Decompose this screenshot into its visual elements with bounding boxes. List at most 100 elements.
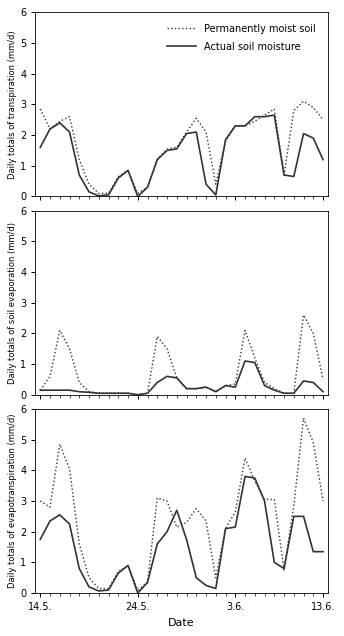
Line: Permanently moist soil: Permanently moist soil (40, 315, 323, 395)
Actual soil moisture (292, 513, 296, 520)
Permanently moist soil (175, 374, 179, 382)
Permanently moist soil (292, 389, 296, 397)
Actual soil moisture (38, 386, 42, 394)
Permanently moist soil (321, 376, 325, 384)
Permanently moist soil (38, 497, 42, 505)
Actual soil moisture (292, 389, 296, 397)
Permanently moist soil (87, 181, 91, 188)
Actual soil moisture (184, 536, 189, 543)
Permanently moist soil (97, 389, 101, 397)
Permanently moist soil (87, 388, 91, 396)
Actual soil moisture (175, 506, 179, 514)
Permanently moist soil (97, 584, 101, 592)
Permanently moist soil (165, 345, 169, 352)
Permanently moist soil (136, 391, 140, 399)
Actual soil moisture (97, 587, 101, 595)
Actual soil moisture (116, 389, 120, 397)
Actual soil moisture (243, 473, 247, 480)
Actual soil moisture (272, 386, 276, 394)
Actual soil moisture (321, 388, 325, 396)
Actual soil moisture (282, 171, 286, 179)
Actual soil moisture (214, 388, 218, 396)
Actual soil moisture (146, 579, 150, 586)
Permanently moist soil (67, 113, 72, 120)
Actual soil moisture (136, 590, 140, 597)
Permanently moist soil (321, 116, 325, 123)
Permanently moist soil (214, 181, 218, 188)
Actual soil moisture (194, 574, 198, 581)
Actual soil moisture (194, 128, 198, 136)
Actual soil moisture (282, 389, 286, 397)
Actual soil moisture (126, 389, 130, 397)
Actual soil moisture (38, 144, 42, 151)
Actual soil moisture (175, 145, 179, 153)
Permanently moist soil (301, 97, 305, 105)
Permanently moist soil (165, 145, 169, 153)
Permanently moist soil (321, 497, 325, 505)
Permanently moist soil (243, 326, 247, 334)
Permanently moist soil (48, 373, 52, 380)
Actual soil moisture (224, 382, 228, 389)
Permanently moist soil (214, 574, 218, 581)
Permanently moist soil (194, 385, 198, 392)
Actual soil moisture (77, 565, 81, 572)
Actual soil moisture (67, 386, 72, 394)
Permanently moist soil (116, 173, 120, 181)
Actual soil moisture (175, 374, 179, 382)
Permanently moist soil (116, 389, 120, 397)
Actual soil moisture (136, 391, 140, 399)
Permanently moist soil (194, 505, 198, 513)
Permanently moist soil (224, 382, 228, 389)
Actual soil moisture (243, 357, 247, 365)
Permanently moist soil (253, 118, 257, 125)
Actual soil moisture (204, 581, 208, 589)
Actual soil moisture (253, 359, 257, 366)
Actual soil moisture (58, 119, 62, 127)
Permanently moist soil (67, 345, 72, 352)
Permanently moist soil (292, 107, 296, 114)
Actual soil moisture (106, 191, 110, 199)
Actual soil moisture (224, 525, 228, 532)
Actual soil moisture (253, 474, 257, 482)
Actual soil moisture (48, 517, 52, 525)
Permanently moist soil (155, 156, 159, 163)
Actual soil moisture (233, 523, 237, 531)
Actual soil moisture (136, 193, 140, 200)
Permanently moist soil (272, 385, 276, 392)
Actual soil moisture (224, 136, 228, 144)
Actual soil moisture (116, 174, 120, 182)
Actual soil moisture (97, 389, 101, 397)
Actual soil moisture (184, 385, 189, 392)
Actual soil moisture (146, 183, 150, 191)
Actual soil moisture (194, 385, 198, 392)
Actual soil moisture (243, 122, 247, 130)
Permanently moist soil (204, 517, 208, 525)
Actual soil moisture (262, 113, 267, 120)
Actual soil moisture (87, 188, 91, 196)
Permanently moist soil (58, 326, 62, 334)
Line: Actual soil moisture: Actual soil moisture (40, 476, 323, 593)
Permanently moist soil (155, 333, 159, 340)
Permanently moist soil (224, 525, 228, 532)
Permanently moist soil (126, 167, 130, 174)
Permanently moist soil (146, 389, 150, 397)
Permanently moist soil (58, 440, 62, 448)
Actual soil moisture (155, 378, 159, 386)
Permanently moist soil (224, 137, 228, 145)
Actual soil moisture (272, 558, 276, 566)
Actual soil moisture (58, 386, 62, 394)
Line: Actual soil moisture: Actual soil moisture (40, 115, 323, 197)
Permanently moist soil (262, 111, 267, 119)
Permanently moist soil (194, 114, 198, 122)
Actual soil moisture (301, 513, 305, 520)
Permanently moist soil (48, 125, 52, 133)
Actual soil moisture (321, 548, 325, 555)
Permanently moist soil (233, 122, 237, 130)
Actual soil moisture (214, 584, 218, 592)
Actual soil moisture (155, 540, 159, 548)
Permanently moist soil (87, 574, 91, 581)
Actual soil moisture (116, 569, 120, 577)
Permanently moist soil (146, 579, 150, 586)
X-axis label: Date: Date (168, 618, 195, 628)
Permanently moist soil (38, 105, 42, 113)
